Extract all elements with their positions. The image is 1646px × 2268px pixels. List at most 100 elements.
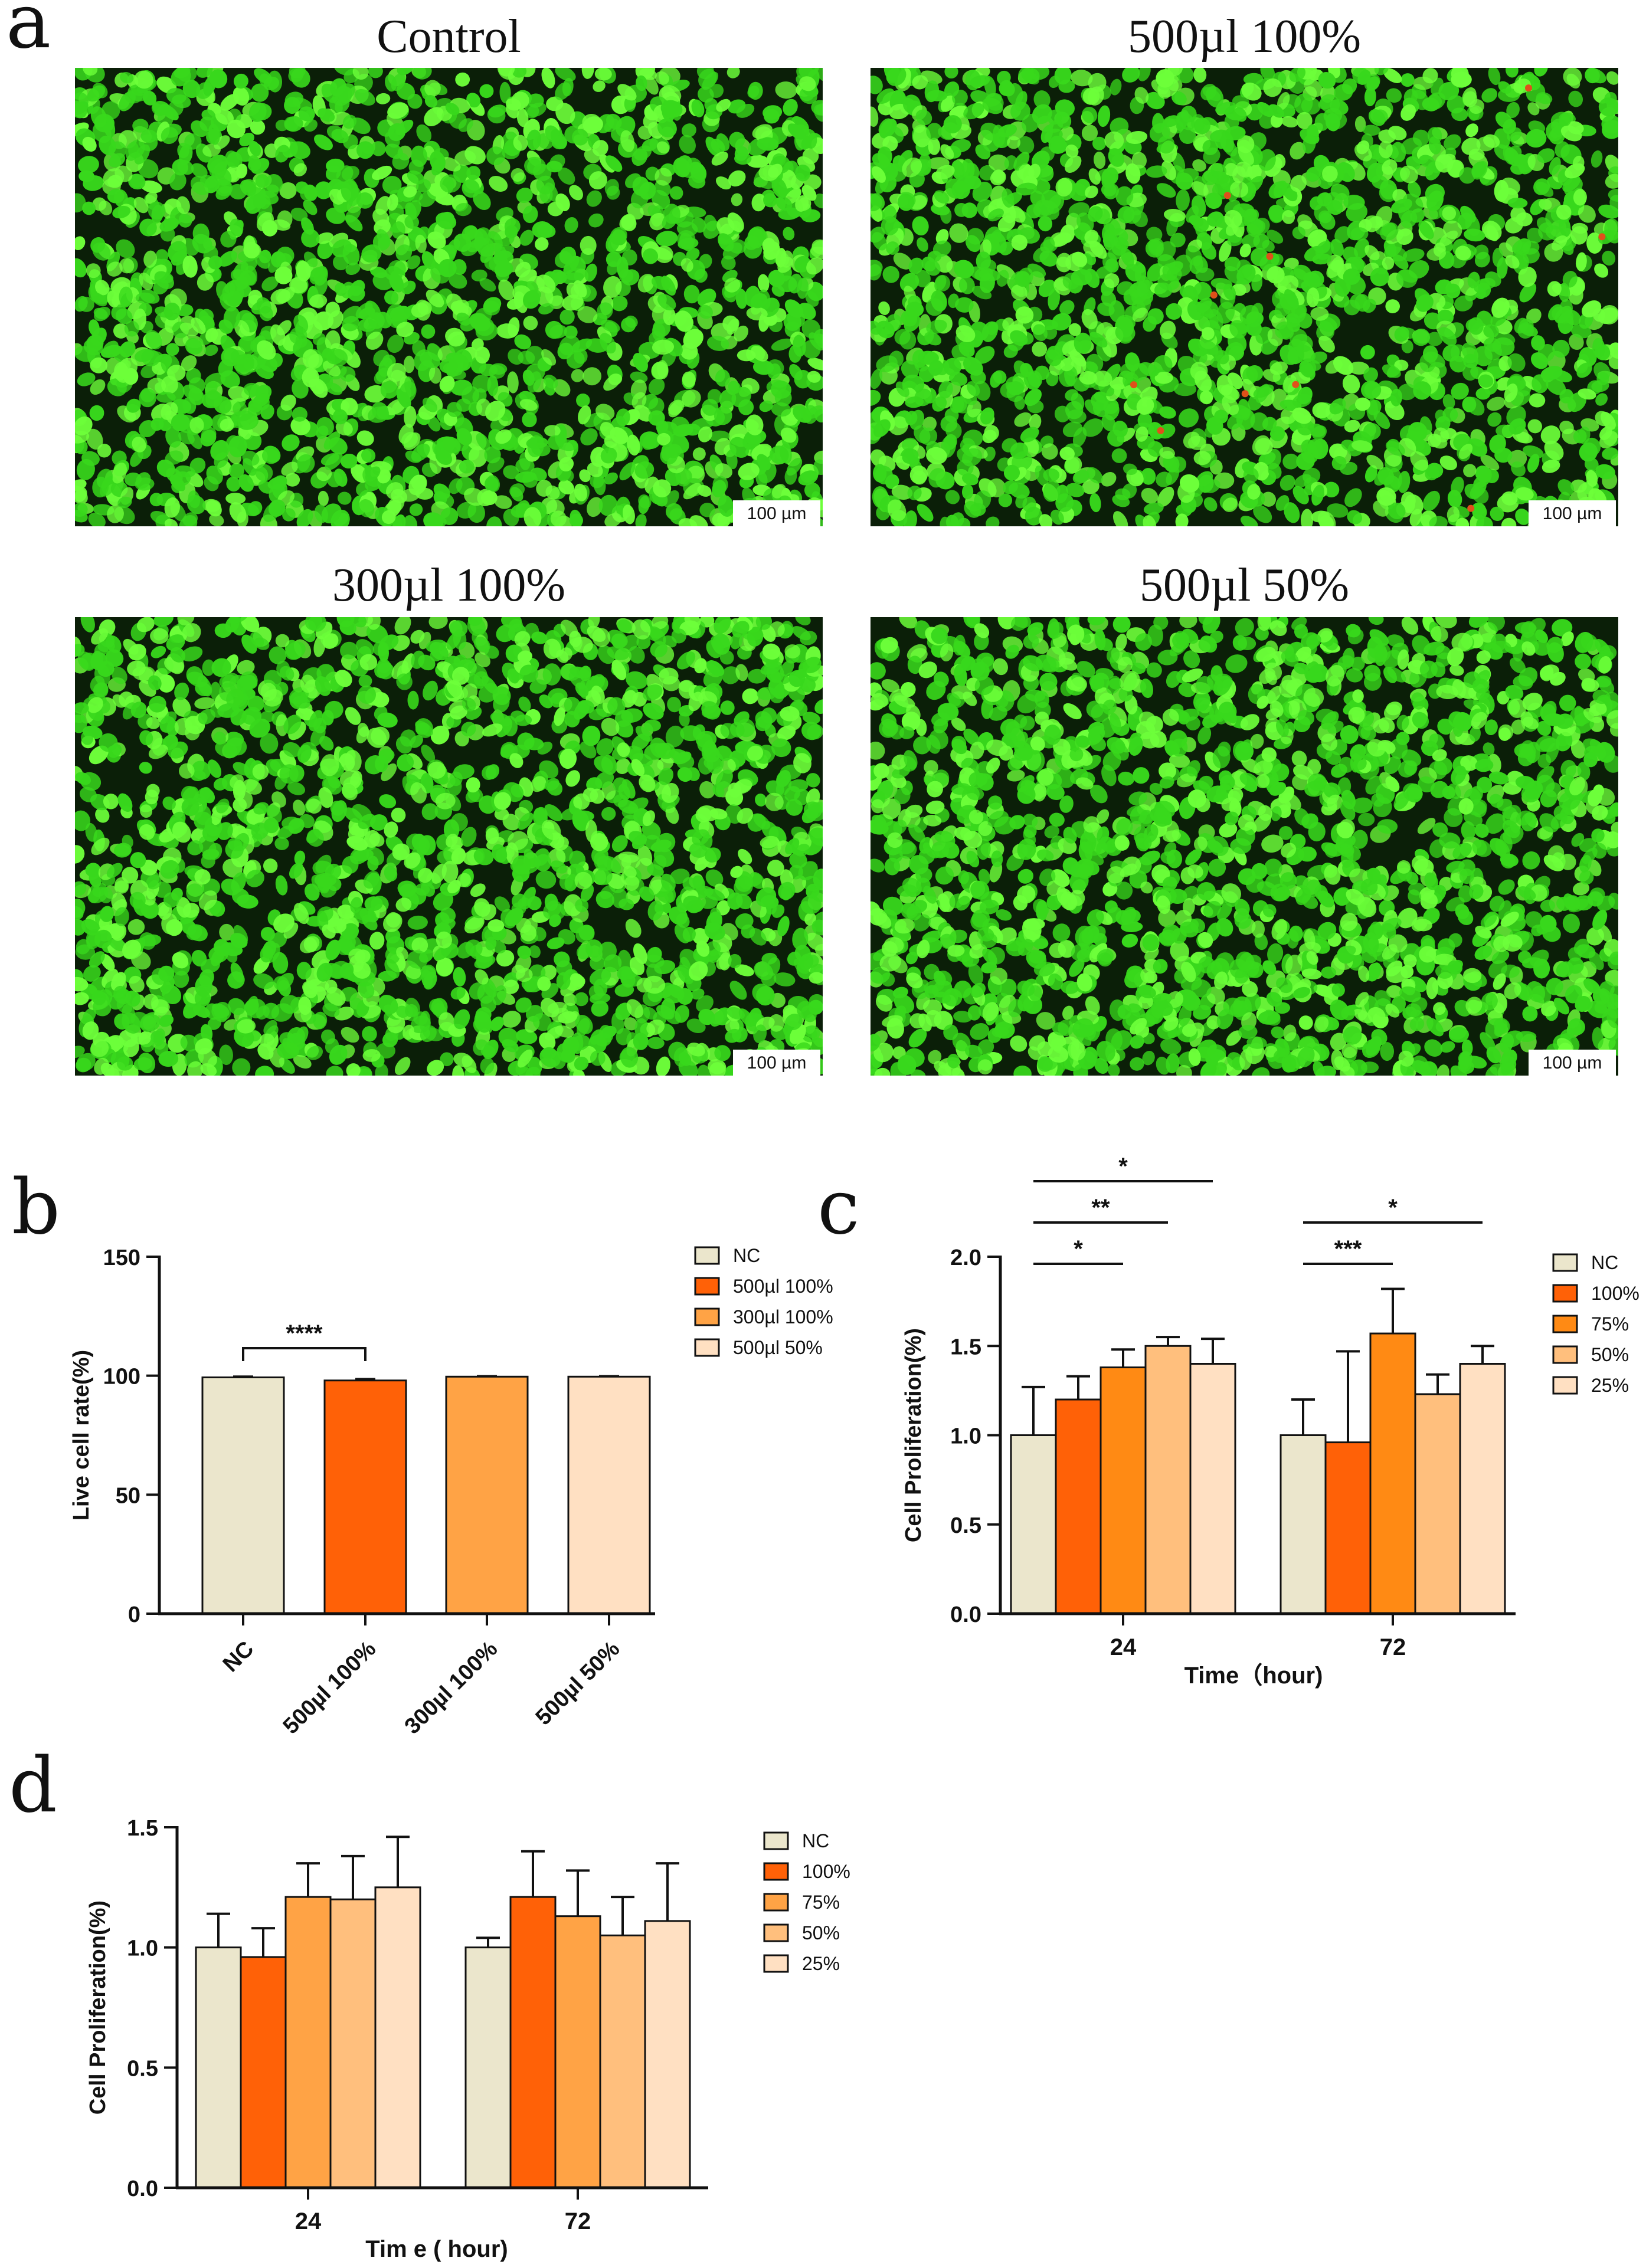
cell <box>1331 455 1347 471</box>
cell <box>159 218 179 232</box>
cell <box>1200 390 1213 405</box>
cell <box>1035 465 1049 487</box>
cell <box>642 248 659 264</box>
cell <box>256 365 274 379</box>
cell <box>1311 484 1324 506</box>
cell <box>1451 68 1469 84</box>
cell <box>657 141 670 154</box>
cell <box>625 919 642 938</box>
cell <box>584 263 597 282</box>
cell <box>792 626 811 641</box>
cell <box>473 191 491 210</box>
cell <box>247 402 263 417</box>
cell <box>467 238 485 253</box>
cell <box>1253 505 1272 523</box>
cell <box>395 244 413 261</box>
cell <box>738 848 752 864</box>
cell <box>494 261 513 277</box>
cell <box>1002 317 1015 330</box>
cell <box>571 369 584 382</box>
cell <box>871 166 886 183</box>
cell <box>107 189 125 204</box>
cell <box>1059 126 1074 141</box>
cell <box>442 437 461 454</box>
cell <box>1198 339 1218 355</box>
cell <box>1065 144 1079 158</box>
cell <box>1002 188 1015 208</box>
cell <box>1427 94 1442 110</box>
cell <box>1506 101 1520 119</box>
cell <box>181 646 203 662</box>
cell <box>1068 323 1082 336</box>
cell <box>728 170 746 187</box>
cell <box>747 86 760 99</box>
cell <box>917 504 934 522</box>
cell <box>335 421 353 436</box>
cell <box>1253 384 1274 398</box>
cell <box>1230 181 1249 198</box>
cell <box>987 322 999 335</box>
cell <box>1110 117 1129 136</box>
cell <box>282 508 296 522</box>
cell <box>559 457 574 472</box>
cell <box>780 660 794 677</box>
cell <box>1017 136 1035 155</box>
cell <box>905 411 918 425</box>
cell <box>1011 284 1027 301</box>
cell <box>528 1056 542 1075</box>
cell <box>423 1027 444 1041</box>
cell <box>763 193 777 208</box>
cell <box>453 1009 470 1030</box>
cell <box>594 68 612 81</box>
cell <box>1284 289 1299 309</box>
cell <box>479 84 494 99</box>
cell <box>1297 214 1313 230</box>
cell <box>250 119 266 135</box>
cell <box>1527 454 1540 473</box>
cell <box>330 349 348 366</box>
cell <box>407 170 425 185</box>
cell <box>398 424 414 444</box>
cell <box>496 949 515 967</box>
cell <box>387 194 398 211</box>
cell <box>287 782 306 795</box>
cell <box>315 504 328 523</box>
cell <box>339 770 361 788</box>
cell <box>692 447 706 461</box>
cell <box>746 155 769 168</box>
cell <box>702 399 719 416</box>
cell <box>1021 68 1035 81</box>
cell <box>503 465 519 480</box>
cell <box>385 74 397 92</box>
cell <box>617 84 637 101</box>
panel-label-d: d <box>9 1742 57 1830</box>
cell <box>1557 479 1575 496</box>
cell <box>1104 131 1124 150</box>
cell <box>1507 197 1528 209</box>
cell <box>679 135 696 154</box>
cell <box>1595 393 1608 406</box>
cell <box>757 137 779 151</box>
cell <box>1399 165 1418 183</box>
cell <box>1269 426 1285 441</box>
cell <box>355 89 375 106</box>
cell <box>1347 510 1362 525</box>
cell <box>1474 346 1493 366</box>
cell <box>535 237 549 251</box>
cell <box>745 414 764 435</box>
cell <box>365 332 384 350</box>
cell <box>119 258 135 274</box>
cell <box>1160 320 1176 339</box>
cell <box>1242 378 1257 398</box>
cell <box>1241 82 1262 101</box>
cell <box>269 646 287 664</box>
cell <box>330 78 346 96</box>
cell <box>1576 362 1592 378</box>
cell <box>339 753 355 771</box>
cell <box>1201 242 1217 260</box>
cell <box>583 367 601 386</box>
cell <box>1258 149 1276 171</box>
cell <box>249 102 267 122</box>
cell <box>535 870 557 889</box>
cell <box>599 333 616 354</box>
